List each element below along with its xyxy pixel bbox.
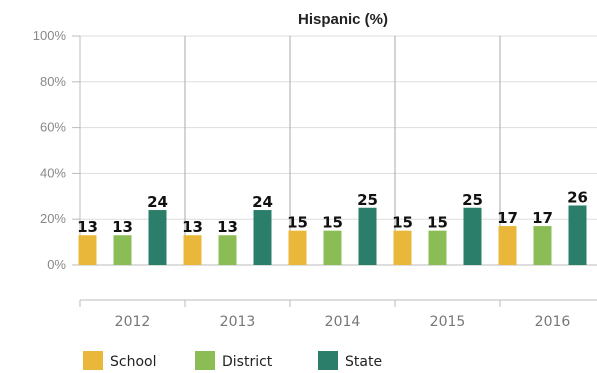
legend-swatch-school	[83, 351, 103, 370]
data-label: 13	[112, 218, 133, 236]
x-tick-label: 2014	[325, 314, 361, 330]
y-tick-label: 100%	[33, 28, 67, 43]
bar-school-2014	[288, 230, 307, 265]
data-label: 13	[182, 218, 203, 236]
x-tick-label: 2015	[430, 314, 466, 330]
data-labels: 13 13 15 15 17 13 13 15 15 17 24 24 25 25 26	[77, 188, 588, 236]
bar-school-2012	[78, 235, 97, 265]
chart-title: Hispanic (%)	[298, 11, 388, 28]
y-tick-label: 60%	[40, 120, 66, 135]
data-label: 26	[567, 188, 588, 206]
data-label: 15	[322, 214, 343, 232]
legend-swatch-state	[318, 351, 338, 370]
y-tick-label: 80%	[40, 74, 66, 89]
bars	[78, 205, 587, 265]
data-label: 17	[497, 209, 518, 227]
y-tick-label: 0%	[47, 257, 66, 272]
bar-school-2015	[393, 230, 412, 265]
bar-state-2014	[358, 207, 377, 265]
legend-label-state: State	[345, 354, 382, 370]
bar-state-2015	[463, 207, 482, 265]
y-tick-label: 40%	[40, 165, 66, 180]
legend-label-district: District	[222, 354, 273, 370]
category-separators	[79, 36, 501, 265]
bar-district-2012	[113, 235, 132, 265]
x-tick-label: 2013	[220, 314, 256, 330]
data-label: 13	[217, 218, 238, 236]
data-label: 15	[392, 214, 413, 232]
data-label: 17	[532, 209, 553, 227]
bar-district-2014	[323, 230, 342, 265]
y-tick-label: 20%	[40, 211, 66, 226]
data-label: 15	[427, 214, 448, 232]
y-axis: 0% 20% 40% 60% 80% 100%	[33, 28, 67, 272]
legend-swatch-district	[195, 351, 215, 370]
bar-district-2015	[428, 230, 447, 265]
data-label: 15	[287, 214, 308, 232]
bar-state-2016	[568, 205, 587, 265]
bar-state-2013	[253, 210, 272, 265]
legend-label-school: School	[110, 354, 156, 370]
x-tick-label: 2012	[115, 314, 151, 330]
data-label: 25	[357, 191, 378, 209]
data-label: 25	[462, 191, 483, 209]
bar-district-2013	[218, 235, 237, 265]
bar-school-2016	[498, 226, 517, 265]
data-label: 13	[77, 218, 98, 236]
bar-school-2013	[183, 235, 202, 265]
data-label: 24	[252, 193, 273, 211]
data-label: 24	[147, 193, 168, 211]
x-tick-label: 2016	[535, 314, 571, 330]
x-axis: 2012 2013 2014 2015 2016	[79, 299, 597, 330]
bar-district-2016	[533, 226, 552, 265]
bar-state-2012	[148, 210, 167, 265]
legend: School District State	[83, 351, 382, 370]
